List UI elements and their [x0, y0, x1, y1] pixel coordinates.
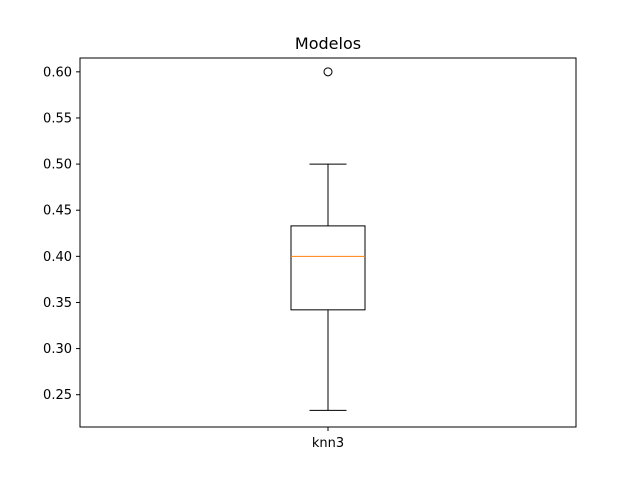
y-tick-label: 0.45: [43, 204, 72, 219]
outlier-point: [323, 67, 333, 77]
box-iqr: [290, 225, 366, 311]
chart-title: Modelos: [295, 34, 361, 53]
x-tick-label: knn3: [312, 436, 344, 451]
y-tick-label: 0.35: [43, 296, 72, 311]
y-tick-label: 0.60: [43, 65, 72, 80]
plot-area-frame: [79, 57, 577, 428]
plot-layer: 0.25 0.30 0.35 0.40 0.45 0.50 0.55 0.60 knn3: [43, 65, 366, 451]
y-tick-label: 0.30: [43, 342, 72, 357]
y-tick-label: 0.55: [43, 111, 72, 126]
y-tick-label: 0.25: [43, 388, 72, 403]
y-tick-label: 0.50: [43, 158, 72, 173]
y-tick-label: 0.40: [43, 250, 72, 265]
